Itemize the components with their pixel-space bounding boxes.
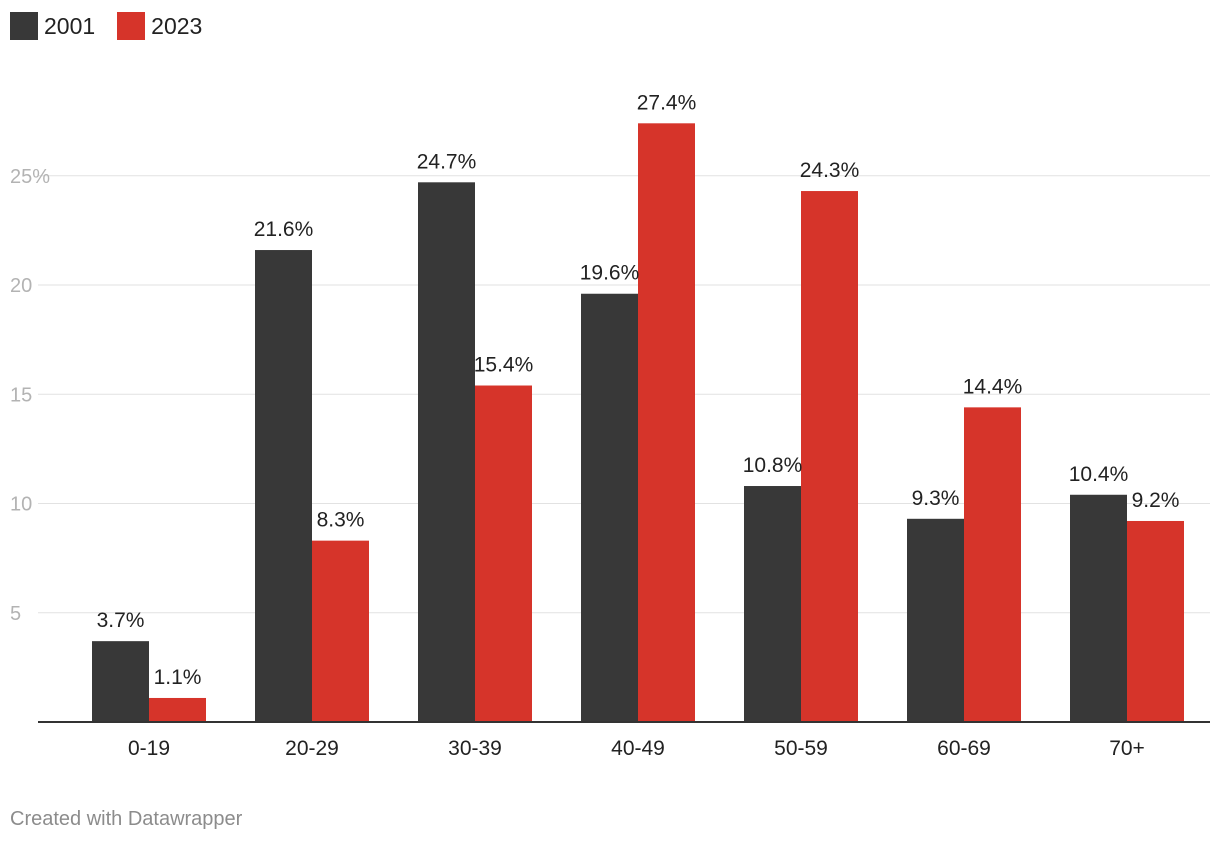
legend: 2001 2023 <box>10 12 202 40</box>
y-tick-label-20: 20 <box>10 275 32 297</box>
legend-item-2001: 2001 <box>10 12 95 40</box>
bar-2023-30-39 <box>475 385 532 722</box>
y-tick-label-10: 10 <box>10 494 32 516</box>
legend-label-2023: 2023 <box>151 12 203 39</box>
value-label-2001-70+: 10.4% <box>1069 463 1129 486</box>
legend-label-2001: 2001 <box>44 12 96 39</box>
value-label-2023-0-19: 1.1% <box>154 666 202 689</box>
y-tick-label-5: 5 <box>10 603 21 625</box>
x-tick-label-70+: 70+ <box>1109 737 1145 760</box>
bars <box>92 123 1184 723</box>
y-tick-label-25: 25% <box>10 166 50 188</box>
legend-swatch-2023 <box>117 12 146 40</box>
x-tick-label-0-19: 0-19 <box>128 737 170 760</box>
bar-2001-70+ <box>1070 494 1127 722</box>
bar-2023-20-29 <box>312 540 369 722</box>
value-label-2001-0-19: 3.7% <box>97 609 145 632</box>
bar-2023-60-69 <box>964 407 1021 722</box>
bar-2001-40-49 <box>581 293 638 722</box>
bar-2001-20-29 <box>255 250 312 723</box>
bar-2023-40-49 <box>638 123 695 722</box>
x-axis-category-labels: 0-19 20-29 30-39 40-49 50-59 60-69 70+ <box>128 737 1145 760</box>
bar-2001-60-69 <box>907 518 964 722</box>
value-label-2023-20-29: 8.3% <box>317 509 365 532</box>
bar-2023-70+ <box>1127 520 1184 722</box>
value-label-2001-50-59: 10.8% <box>743 454 803 477</box>
y-axis-tick-labels: 5 10 15 20 25% <box>10 166 50 625</box>
y-tick-label-15: 15 <box>10 384 32 406</box>
bar-2023-0-19 <box>149 697 206 722</box>
value-label-2023-60-69: 14.4% <box>963 375 1023 398</box>
bar-2001-50-59 <box>744 486 801 722</box>
x-tick-label-60-69: 60-69 <box>937 737 991 760</box>
value-labels: 3.7% 1.1% 21.6% 8.3% 24.7% 15.4% 19.6% 27.4% 10.… <box>97 91 1180 689</box>
value-label-2023-70+: 9.2% <box>1132 489 1180 512</box>
bar-2023-50-59 <box>801 191 858 723</box>
bar-2001-0-19 <box>92 641 149 722</box>
legend-item-2023: 2023 <box>117 12 202 40</box>
value-label-2001-20-29: 21.6% <box>254 218 314 241</box>
value-label-2001-30-39: 24.7% <box>417 150 477 173</box>
value-label-2001-40-49: 19.6% <box>580 262 640 285</box>
value-label-2023-40-49: 27.4% <box>637 91 697 114</box>
value-label-2001-60-69: 9.3% <box>912 487 960 510</box>
bar-chart: 5 10 15 20 25% 3.7% 1.1% 21.6% 8.3% 24.7% 15.4% 19… <box>10 91 1210 760</box>
value-label-2023-30-39: 15.4% <box>474 354 534 377</box>
bar-2001-30-39 <box>418 182 475 722</box>
legend-swatch-2001 <box>10 12 38 40</box>
footer-credit: Created with Datawrapper <box>10 808 243 830</box>
value-label-2023-50-59: 24.3% <box>800 159 860 182</box>
x-tick-label-40-49: 40-49 <box>611 737 665 760</box>
x-tick-label-50-59: 50-59 <box>774 737 828 760</box>
x-tick-label-30-39: 30-39 <box>448 737 502 760</box>
x-tick-label-20-29: 20-29 <box>285 737 339 760</box>
